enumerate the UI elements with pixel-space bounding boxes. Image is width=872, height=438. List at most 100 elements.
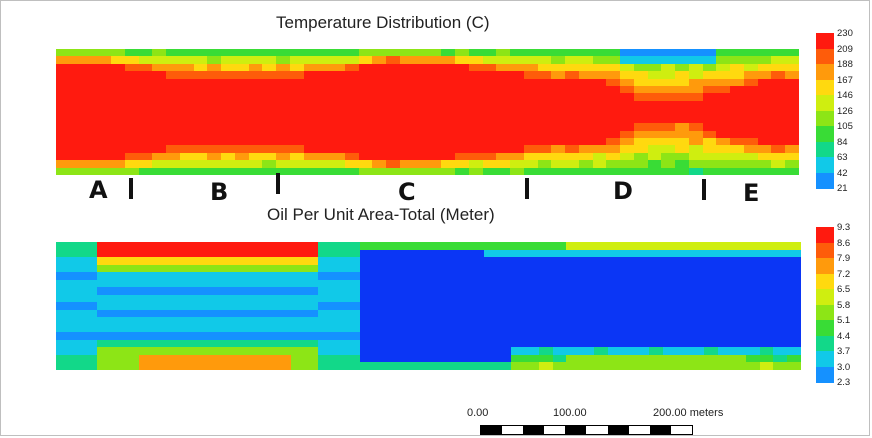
heatmap-cell xyxy=(442,287,457,296)
heatmap-cell xyxy=(166,123,181,132)
heatmap-cell xyxy=(606,78,621,87)
heatmap-cell xyxy=(111,332,126,341)
heatmap-cell xyxy=(276,287,292,296)
heatmap-cell xyxy=(166,56,181,65)
heatmap-cell xyxy=(289,100,305,109)
heatmap-cell xyxy=(56,167,71,175)
heatmap-cell xyxy=(248,71,263,80)
heatmap-cell xyxy=(152,93,167,102)
heatmap-cell xyxy=(111,272,126,281)
heatmap-cell xyxy=(773,294,788,303)
heatmap-cell xyxy=(138,242,154,251)
heatmap-cell xyxy=(358,137,374,146)
heatmap-cell xyxy=(620,145,635,154)
heatmap-cell xyxy=(221,302,236,311)
heatmap-cell xyxy=(193,63,208,72)
heatmap-cell xyxy=(468,160,484,169)
heatmap-cell xyxy=(730,108,745,117)
heatmap-cell xyxy=(249,249,264,258)
heatmap-cell xyxy=(675,108,690,117)
heatmap-cell xyxy=(344,56,360,65)
heatmap-cell xyxy=(111,309,126,318)
heatmap-cell xyxy=(649,362,664,370)
heatmap-cell xyxy=(179,63,195,72)
heatmap-cell xyxy=(594,362,609,370)
heatmap-cell xyxy=(759,279,774,288)
heatmap-cell xyxy=(303,152,318,161)
heatmap-cell xyxy=(511,354,526,364)
colorbar-segment xyxy=(816,335,834,352)
heatmap-cell xyxy=(743,130,759,139)
heatmap-cell xyxy=(97,264,112,273)
heatmap-cell xyxy=(331,93,346,102)
heatmap-cell xyxy=(179,137,195,146)
heatmap-cell xyxy=(97,302,112,311)
heatmap-cell xyxy=(716,56,731,65)
heatmap-cell xyxy=(414,302,430,311)
heatmap-cell xyxy=(771,63,786,72)
heatmap-cell xyxy=(483,362,499,370)
heatmap-cell xyxy=(317,78,332,87)
heatmap-cell xyxy=(469,257,485,266)
heatmap-cell xyxy=(551,115,566,124)
heatmap-cell xyxy=(262,332,278,341)
heatmap-cell xyxy=(771,167,786,175)
heatmap-cell xyxy=(428,249,443,258)
heatmap-cell xyxy=(649,354,664,364)
heatmap-cell xyxy=(635,242,650,251)
heatmap-cell xyxy=(152,347,167,356)
heatmap-cell xyxy=(635,309,650,318)
heatmap-cell xyxy=(606,137,621,146)
heatmap-cell xyxy=(414,264,430,273)
heatmap-cell xyxy=(537,93,552,102)
heatmap-cell xyxy=(537,137,552,146)
heatmap-cell xyxy=(621,324,637,333)
heatmap-cell xyxy=(331,257,347,266)
heatmap-cell xyxy=(56,272,71,281)
heatmap-cell xyxy=(785,78,799,87)
heatmap-cell xyxy=(193,272,209,281)
heatmap-cell xyxy=(290,264,305,273)
heatmap-cell xyxy=(538,242,554,251)
heatmap-cell xyxy=(704,279,719,288)
heatmap-cell xyxy=(482,71,497,80)
heatmap-cell xyxy=(111,324,126,333)
colorbar-tick-oil: 6.5 xyxy=(837,284,851,295)
heatmap-cell xyxy=(152,167,167,175)
heatmap-cell xyxy=(221,145,236,154)
heatmap-cell xyxy=(428,287,443,296)
heatmap-cell xyxy=(289,137,305,146)
heatmap-cell xyxy=(428,317,443,326)
heatmap-cell xyxy=(249,287,264,296)
heatmap-cell xyxy=(56,123,71,132)
heatmap-cell xyxy=(510,160,525,169)
heatmap-cell xyxy=(620,86,635,95)
heatmap-cell xyxy=(344,78,360,87)
heatmap-cell xyxy=(468,130,484,139)
heatmap-cell xyxy=(663,332,678,341)
heatmap-cell xyxy=(469,287,485,296)
heatmap-cell xyxy=(289,56,305,65)
heatmap-cell xyxy=(482,100,497,109)
heatmap-cell xyxy=(235,302,250,311)
heatmap-cell xyxy=(718,362,733,370)
heatmap-cell xyxy=(469,354,485,364)
heatmap-cell xyxy=(111,86,126,95)
heatmap-cell xyxy=(743,93,759,102)
heatmap-cell xyxy=(676,332,692,341)
heatmap-cell xyxy=(427,56,442,65)
heatmap-cell xyxy=(290,279,305,288)
heatmap-cell xyxy=(743,123,759,132)
heatmap-cell xyxy=(773,279,788,288)
heatmap-cell xyxy=(372,152,387,161)
heatmap-cell xyxy=(358,71,374,80)
heatmap-cell xyxy=(331,332,347,341)
heatmap-cell xyxy=(771,123,786,132)
heatmap-cell xyxy=(441,108,456,117)
heatmap-cell xyxy=(759,287,774,296)
heatmap-cell xyxy=(702,56,718,65)
heatmap-cell xyxy=(111,56,126,65)
heatmap-cell xyxy=(248,63,263,72)
heatmap-cell xyxy=(497,347,512,356)
heatmap-cell xyxy=(510,167,525,175)
